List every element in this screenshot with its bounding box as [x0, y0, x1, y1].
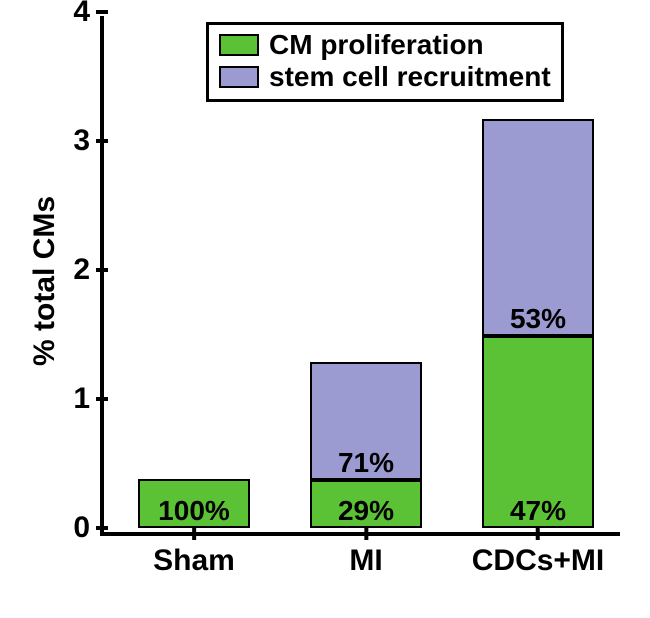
x-tick: MI — [349, 532, 382, 578]
bar-segment-label: 53% — [510, 305, 566, 333]
bar-segment: 71% — [310, 362, 422, 481]
legend-label: stem cell recruitment — [269, 61, 551, 93]
bar-segment: 47% — [482, 336, 594, 528]
y-tick: 1 — [73, 384, 104, 414]
bar-segment-label: 29% — [338, 497, 394, 525]
y-tick: 0 — [73, 513, 104, 543]
x-tick: CDCs+MI — [472, 532, 605, 578]
bar-segment: 100% — [138, 479, 250, 528]
legend-swatch — [219, 66, 259, 88]
chart-container: 0 1 2 3 4 Sham 100% MI 29% 71% CDCs+MI 47% 53% % tot… — [0, 0, 650, 618]
y-tick: 2 — [73, 255, 104, 285]
bar: 100% — [138, 479, 250, 528]
x-tick: Sham — [153, 532, 235, 578]
bar-segment: 53% — [482, 119, 594, 336]
bar: 47% 53% — [482, 119, 594, 528]
bar-segment-label: 100% — [158, 497, 230, 525]
y-tick: 4 — [73, 0, 104, 27]
bar-segment-label: 47% — [510, 497, 566, 525]
y-axis-label: % total CMs — [28, 196, 62, 366]
bar-segment-label: 71% — [338, 449, 394, 477]
legend-swatch — [219, 34, 259, 56]
legend: CM proliferationstem cell recruitment — [206, 22, 564, 102]
bar: 29% 71% — [310, 362, 422, 528]
legend-item: stem cell recruitment — [219, 61, 551, 93]
y-tick: 3 — [73, 126, 104, 156]
bar-segment: 29% — [310, 480, 422, 528]
legend-item: CM proliferation — [219, 29, 551, 61]
legend-label: CM proliferation — [269, 29, 484, 61]
